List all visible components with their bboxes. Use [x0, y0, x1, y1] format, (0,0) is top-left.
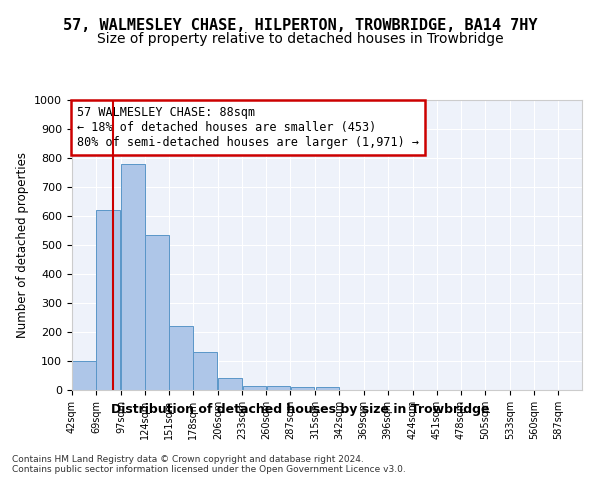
Bar — [266, 386, 290, 390]
Bar — [316, 387, 339, 390]
Bar — [121, 164, 145, 390]
Bar — [97, 210, 120, 390]
Bar — [169, 326, 193, 390]
Text: Contains HM Land Registry data © Crown copyright and database right 2024.
Contai: Contains HM Land Registry data © Crown c… — [12, 455, 406, 474]
Text: Size of property relative to detached houses in Trowbridge: Size of property relative to detached ho… — [97, 32, 503, 46]
Y-axis label: Number of detached properties: Number of detached properties — [16, 152, 29, 338]
Bar — [145, 235, 169, 390]
Text: 57 WALMESLEY CHASE: 88sqm
← 18% of detached houses are smaller (453)
80% of semi: 57 WALMESLEY CHASE: 88sqm ← 18% of detac… — [77, 106, 419, 149]
Bar — [242, 386, 266, 390]
Text: 57, WALMESLEY CHASE, HILPERTON, TROWBRIDGE, BA14 7HY: 57, WALMESLEY CHASE, HILPERTON, TROWBRID… — [63, 18, 537, 32]
Bar — [290, 387, 314, 390]
Bar — [72, 361, 96, 390]
Bar — [193, 352, 217, 390]
Text: Distribution of detached houses by size in Trowbridge: Distribution of detached houses by size … — [111, 402, 489, 415]
Bar — [218, 378, 242, 390]
